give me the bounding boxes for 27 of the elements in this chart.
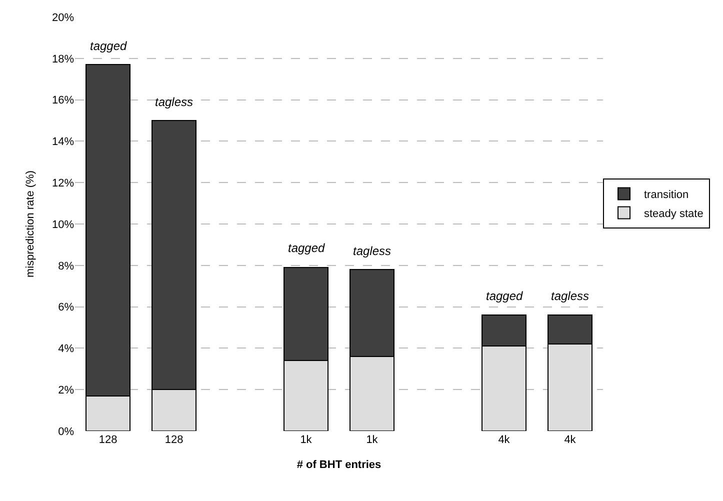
legend-label: transition <box>644 189 689 202</box>
legend-label: steady state <box>644 208 704 220</box>
y-axis-title: misprediction rate (%) <box>24 170 37 278</box>
y-tick-label: 6% <box>58 302 74 314</box>
annotation: tagless <box>551 289 590 303</box>
y-tick-label: 18% <box>52 53 74 66</box>
x-axis-title: # of BHT entries <box>296 459 382 472</box>
y-tick-label: 0% <box>58 426 74 438</box>
x-tick-label: 128 <box>164 434 184 446</box>
y-tick-label: 20% <box>52 12 74 24</box>
x-tick-label: 1k <box>300 434 312 446</box>
x-tick-label: 128 <box>98 434 118 446</box>
x-tick-label: 1k <box>366 434 378 446</box>
annotation: tagless <box>155 95 194 109</box>
annotation: tagged <box>288 241 326 255</box>
x-tick-label: 4k <box>498 434 510 446</box>
y-tick-label: 4% <box>58 343 74 356</box>
y-tick-label: 8% <box>58 260 74 272</box>
y-tick-label: 10% <box>52 218 74 231</box>
annotation: tagless <box>353 244 392 258</box>
y-tick-label: 2% <box>58 384 74 396</box>
y-tick-label: 12% <box>52 177 74 190</box>
y-tick-label: 16% <box>52 94 74 107</box>
annotation: tagged <box>90 39 128 53</box>
annotation: tagged <box>486 289 524 303</box>
x-tick-label: 4k <box>564 434 576 446</box>
y-tick-label: 14% <box>52 136 74 148</box>
